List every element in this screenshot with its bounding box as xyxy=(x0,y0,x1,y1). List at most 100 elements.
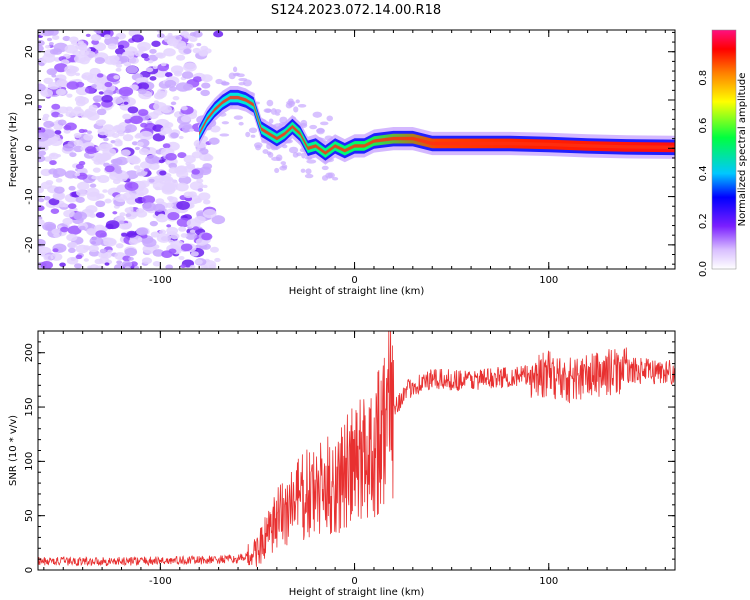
noise-blob xyxy=(40,181,53,190)
noise-blob xyxy=(66,93,73,98)
noise-blob xyxy=(38,218,45,227)
colorbar-tick-label: 0.0 xyxy=(698,261,709,277)
noise-blob xyxy=(102,147,117,157)
noise-blob xyxy=(186,218,201,229)
noise-blob xyxy=(114,36,120,40)
noise-blob xyxy=(55,88,67,96)
noise-blob xyxy=(41,53,56,63)
noise-blob xyxy=(196,178,204,184)
noise-blob xyxy=(254,142,263,149)
noise-blob xyxy=(192,76,203,83)
noise-blob xyxy=(189,32,197,37)
noise-blob xyxy=(68,247,76,253)
noise-blob xyxy=(232,66,238,73)
noise-blob xyxy=(165,72,173,78)
noise-blob xyxy=(123,61,132,67)
noise-blob xyxy=(168,196,178,203)
noise-blob xyxy=(38,44,44,52)
noise-blob xyxy=(59,80,69,88)
noise-blob xyxy=(173,70,183,77)
noise-blob xyxy=(199,148,209,155)
heatmap-y-tick-label: 10 xyxy=(24,94,35,107)
noise-blob xyxy=(43,254,54,261)
page-title: S124.2023.072.14.00.R18 xyxy=(271,3,441,18)
noise-blob xyxy=(202,199,211,205)
noise-blob xyxy=(131,141,138,146)
noise-blob xyxy=(209,125,221,133)
noise-blob xyxy=(170,240,185,250)
noise-blob xyxy=(175,182,189,192)
noise-blob xyxy=(38,132,49,142)
noise-blob xyxy=(200,264,208,269)
noise-blob xyxy=(149,76,157,81)
noise-blob xyxy=(114,194,128,203)
noise-blob xyxy=(118,215,124,220)
noise-blob xyxy=(51,103,61,110)
noise-blob xyxy=(64,44,78,54)
noise-blob xyxy=(304,173,314,179)
noise-blob xyxy=(202,184,208,189)
colorbar-gradient xyxy=(711,29,737,270)
noise-blob xyxy=(99,248,107,254)
noise-blob xyxy=(190,251,199,257)
snr-panel: -100 0 100 0 50 100 150 200 Height of straight l… xyxy=(8,330,676,598)
noise-blob xyxy=(93,98,99,103)
noise-blob xyxy=(274,167,280,174)
noise-blob xyxy=(109,171,117,177)
noise-blob xyxy=(76,188,88,197)
noise-blob xyxy=(60,226,69,233)
noise-blob xyxy=(91,39,99,45)
colorbar-tick-label: 0.6 xyxy=(698,118,709,134)
noise-blob xyxy=(194,259,203,265)
noise-blob xyxy=(75,244,89,254)
noise-blob xyxy=(145,154,159,164)
noise-blob xyxy=(82,129,88,133)
noise-blob xyxy=(176,200,190,210)
noise-blob xyxy=(126,155,140,164)
noise-blob xyxy=(250,134,256,138)
noise-blob xyxy=(214,257,221,263)
noise-blob xyxy=(192,47,202,54)
noise-blob xyxy=(165,202,174,208)
snr-x-tick-label: 100 xyxy=(539,576,558,587)
noise-blob xyxy=(38,39,45,47)
noise-blob xyxy=(202,208,217,219)
noise-blob xyxy=(131,34,144,43)
noise-blob xyxy=(157,213,166,219)
noise-blob xyxy=(292,152,299,158)
noise-blob xyxy=(101,227,108,232)
noise-blob xyxy=(156,52,166,59)
noise-blob xyxy=(316,127,325,135)
noise-blob xyxy=(59,262,66,267)
noise-blob xyxy=(114,47,126,55)
noise-blob xyxy=(84,108,97,117)
noise-blob xyxy=(138,148,150,156)
noise-blob xyxy=(197,188,204,192)
noise-blob xyxy=(52,173,60,179)
noise-field xyxy=(38,30,675,269)
noise-blob xyxy=(178,256,185,261)
noise-blob xyxy=(118,86,134,97)
noise-blob xyxy=(40,260,53,269)
noise-blob xyxy=(103,237,117,247)
noise-blob xyxy=(137,109,149,116)
noise-blob xyxy=(124,266,131,269)
noise-blob xyxy=(74,263,82,269)
noise-blob xyxy=(153,100,159,104)
noise-blob xyxy=(185,197,192,202)
noise-blob xyxy=(78,225,86,231)
noise-blob xyxy=(68,36,79,43)
noise-blob xyxy=(103,34,111,39)
noise-blob xyxy=(95,230,107,238)
noise-blob xyxy=(177,152,187,159)
noise-blob xyxy=(53,124,63,131)
noise-blob xyxy=(66,81,80,90)
noise-blob xyxy=(112,96,124,105)
noise-blob xyxy=(279,165,288,171)
noise-blob xyxy=(66,256,79,265)
noise-blob xyxy=(38,155,46,163)
noise-blob xyxy=(147,59,154,64)
noise-blob xyxy=(74,172,81,177)
noise-blob xyxy=(38,238,46,247)
noise-blob xyxy=(38,249,42,254)
